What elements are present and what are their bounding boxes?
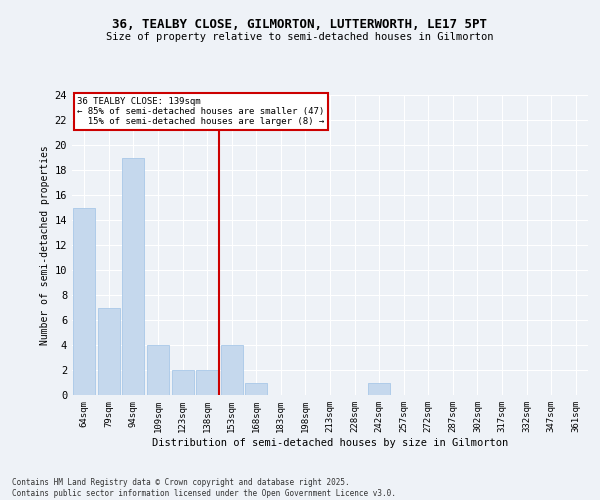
X-axis label: Distribution of semi-detached houses by size in Gilmorton: Distribution of semi-detached houses by … (152, 438, 508, 448)
Text: 36 TEALBY CLOSE: 139sqm
← 85% of semi-detached houses are smaller (47)
  15% of : 36 TEALBY CLOSE: 139sqm ← 85% of semi-de… (77, 96, 325, 126)
Bar (122, 158, 145, 395)
Bar (245, 382, 268, 395)
Bar (172, 370, 194, 395)
Bar (98, 308, 120, 395)
Text: Contains HM Land Registry data © Crown copyright and database right 2025.
Contai: Contains HM Land Registry data © Crown c… (12, 478, 396, 498)
Y-axis label: Number of semi-detached properties: Number of semi-detached properties (40, 145, 50, 345)
Bar (196, 370, 218, 395)
Text: Size of property relative to semi-detached houses in Gilmorton: Size of property relative to semi-detach… (106, 32, 494, 42)
Bar (221, 345, 243, 395)
Bar (73, 208, 95, 395)
Bar (368, 382, 390, 395)
Bar (147, 345, 169, 395)
Text: 36, TEALBY CLOSE, GILMORTON, LUTTERWORTH, LE17 5PT: 36, TEALBY CLOSE, GILMORTON, LUTTERWORTH… (113, 18, 487, 30)
